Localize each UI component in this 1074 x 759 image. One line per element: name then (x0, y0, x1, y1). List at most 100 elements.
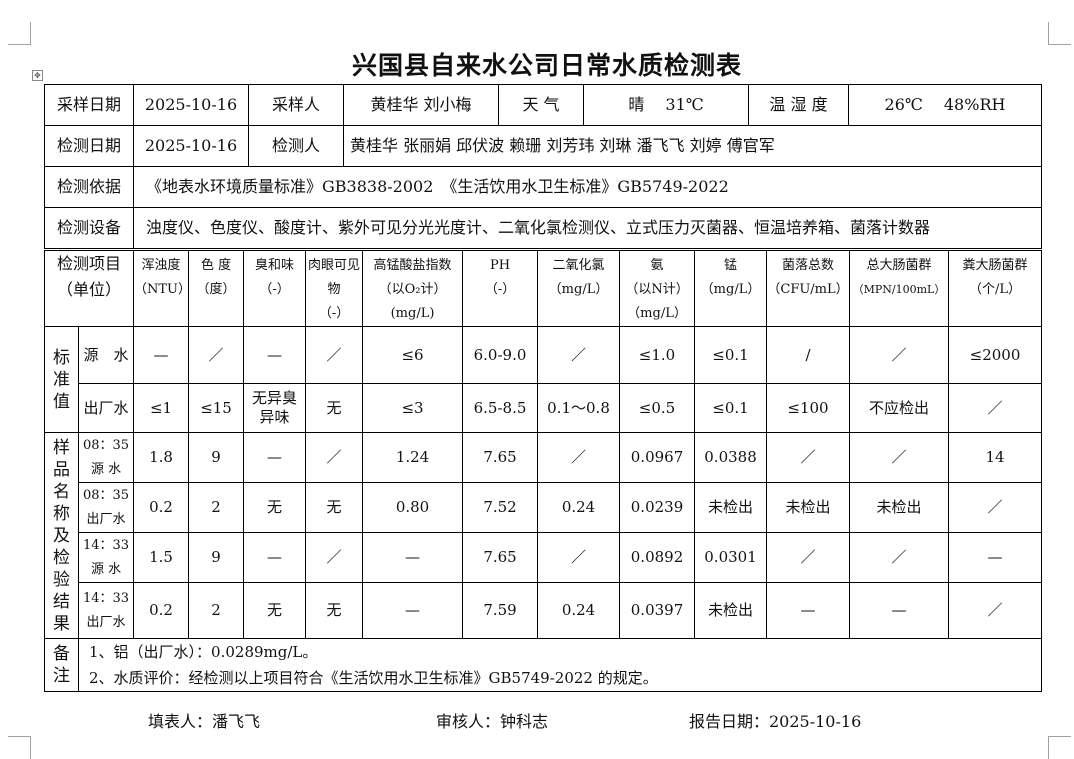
sample-time: 08：35 (82, 487, 130, 503)
result-value: 14 (948, 432, 1043, 483)
result-value: ／ (766, 432, 851, 483)
result-value: — (849, 582, 950, 639)
result-value: 无 (305, 482, 364, 533)
result-value: 无 (243, 482, 307, 533)
column-name: 锰 (724, 258, 738, 273)
result-value: ／ (305, 532, 364, 583)
column-name: 粪大肠菌群 (962, 258, 1028, 273)
sample-date-label: 采样日期 (44, 84, 134, 126)
remark-1: 1、铝（出厂水）：0.0289mg/L。 (89, 643, 318, 661)
column-unit: （个/L） (969, 282, 1022, 297)
sample-type: 出厂水 (86, 511, 126, 527)
result-value: 0.0397 (619, 582, 696, 639)
standard-value: ／ (305, 326, 364, 384)
remarks: 1、铝（出厂水）：0.0289mg/L。 2、水质评价：经检测以上项目符合《生活饮… (77, 638, 1043, 692)
result-value: 2 (188, 482, 245, 533)
column-unit: （mg/L） (548, 282, 609, 297)
result-value: 未检出 (694, 482, 768, 533)
standard-value: ／ (948, 383, 1043, 433)
result-value: ／ (305, 432, 364, 483)
result-value: ／ (948, 582, 1043, 639)
testers: 黄桂华 张丽娟 邱伏波 赖珊 刘芳玮 刘琳 潘飞飞 刘婷 傅官军 (343, 125, 1042, 167)
column-name: 肉眼可见物 (308, 258, 361, 297)
standard-value: ≤1.0 (619, 326, 696, 384)
standard-value: ≤15 (188, 383, 245, 433)
standard-value: 无 (305, 383, 364, 433)
result-value: 0.0967 (619, 432, 696, 483)
weather-label: 天 气 (498, 84, 584, 126)
result-value: 1.5 (133, 532, 190, 583)
report-date: 报告日期：2025-10-16 (689, 712, 862, 731)
standard-value: ／ (849, 326, 950, 384)
column-unit: (mg/L) (390, 306, 435, 321)
column-unit: （度） (196, 282, 236, 297)
column-unit: （以N计） (625, 282, 689, 297)
page-corner-mark (1048, 736, 1071, 759)
test-date-label: 检测日期 (44, 125, 134, 167)
tester-label: 检测人 (248, 125, 344, 167)
remark-2: 2、水质评价：经检测以上项目符合《生活饮用水卫生标准》GB5749-2022 的… (89, 669, 658, 687)
reviewer: 审核人：钟科志 (436, 712, 549, 731)
column-header: 氨 （以N计） （mg/L） (619, 250, 696, 327)
result-value: — (948, 532, 1043, 583)
column-name: PH (489, 258, 511, 273)
result-value: ／ (849, 432, 950, 483)
result-value: 0.0301 (694, 532, 768, 583)
column-unit: （NTU） (134, 282, 189, 297)
column-unit: （CFU/mL） (767, 282, 849, 297)
result-value: 无 (305, 582, 364, 639)
result-value: 9 (188, 532, 245, 583)
column-header: 菌落总数 （CFU/mL） (766, 250, 851, 327)
result-value: 7.65 (462, 532, 539, 583)
standard-value: 无异臭异味 (243, 383, 307, 433)
samplers: 黄桂华 刘小梅 (343, 84, 499, 126)
page-corner-mark (8, 22, 31, 45)
filler: 填表人：潘飞飞 (148, 712, 261, 731)
standard-value: — (133, 326, 190, 384)
column-header: 浑浊度 （NTU） (133, 250, 190, 327)
column-name: 臭和味 (255, 258, 295, 273)
column-header: 总大肠菌群 （MPN/100mL） (849, 250, 950, 327)
basis: 《地表水环境质量标准》GB3838-2002 《生活饮用水卫生标准》GB5749… (133, 166, 1042, 208)
result-value: 未检出 (694, 582, 768, 639)
samples-label: 样品名称及检验结果 (44, 432, 79, 639)
result-value: ／ (766, 532, 851, 583)
sample-type: 源 水 (90, 461, 122, 477)
standard-label: 标准值 (44, 326, 79, 433)
basis-label: 检测依据 (44, 166, 134, 208)
column-name: 菌落总数 (782, 258, 835, 273)
column-unit: （-） (318, 306, 350, 321)
result-value: 7.59 (462, 582, 539, 639)
humidity-label: 温 湿 度 (748, 84, 849, 126)
standard-value: ≤0.5 (619, 383, 696, 433)
temp-humidity: 26℃ 48%RH (848, 84, 1042, 126)
sample-name: 14：33 出厂水 (77, 582, 135, 639)
test-date: 2025-10-16 (133, 125, 249, 167)
result-value: 未检出 (849, 482, 950, 533)
sample-name: 14：33 源 水 (77, 532, 135, 583)
column-name: 氨 (650, 258, 664, 273)
column-name: 二氧化氯 (552, 258, 605, 273)
result-value: 0.2 (133, 582, 190, 639)
sampler-label: 采样人 (248, 84, 344, 126)
result-value: ／ (849, 532, 950, 583)
equipment-label: 检测设备 (44, 207, 134, 249)
standard-value: — (243, 326, 307, 384)
result-value: 1.8 (133, 432, 190, 483)
result-value: ／ (537, 532, 621, 583)
column-unit: （以O₂计） (378, 282, 447, 297)
column-unit: （-） (484, 282, 516, 297)
sample-name: 08：35 出厂水 (77, 482, 135, 533)
page-corner-mark (8, 736, 31, 759)
page-corner-mark (1048, 22, 1071, 45)
table-move-handle-icon[interactable]: ✥ (32, 70, 43, 81)
result-value: 9 (188, 432, 245, 483)
result-value: 0.80 (362, 482, 464, 533)
page-title: 兴国县自来水公司日常水质检测表 (351, 51, 742, 80)
column-name: 总大肠菌群 (866, 258, 932, 273)
standard-value: ≤100 (766, 383, 851, 433)
column-header: 高锰酸盐指数 （以O₂计） (mg/L) (362, 250, 464, 327)
result-value: 7.52 (462, 482, 539, 533)
unit-label: （单位） (57, 280, 122, 299)
column-name: 浑浊度 (141, 258, 181, 273)
